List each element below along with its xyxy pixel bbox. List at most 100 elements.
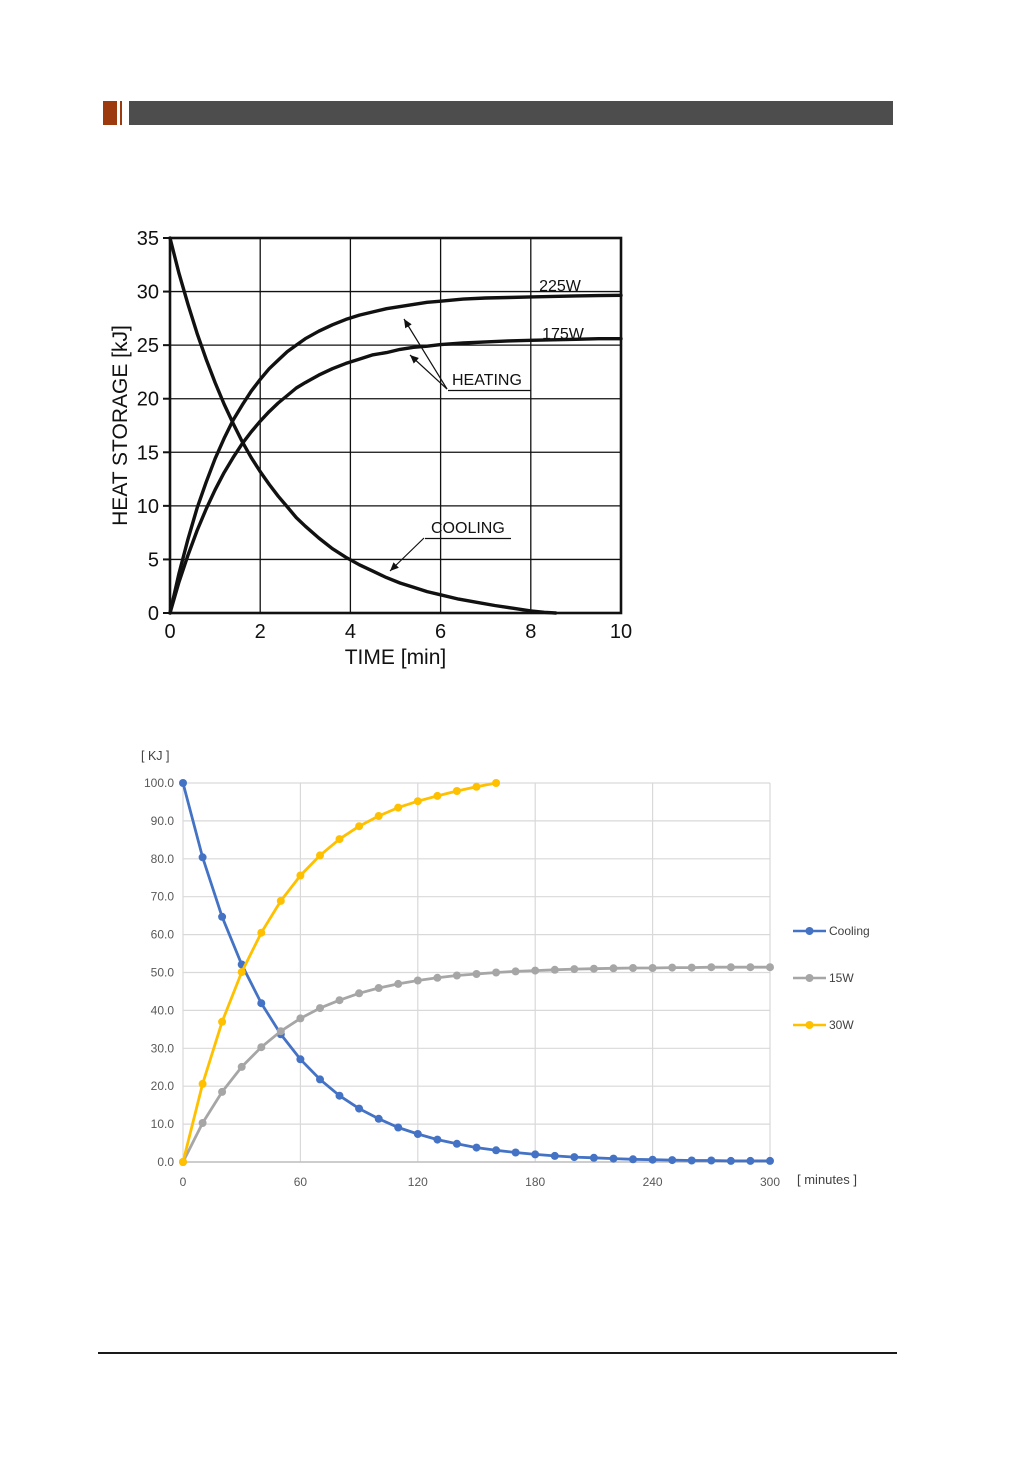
data-point-marker (316, 851, 324, 860)
data-point-marker (726, 1156, 735, 1165)
legend-marker-sample (805, 927, 814, 935)
y-tick-label: 25 (137, 335, 159, 357)
data-point-marker (276, 1027, 285, 1036)
data-point-marker (472, 1143, 481, 1152)
data-point-marker (198, 1119, 207, 1127)
annotation-label: 175W (542, 326, 585, 343)
y-tick-label: 40.0 (151, 1003, 175, 1017)
header-title-bar (129, 101, 893, 125)
data-point-marker (707, 1156, 716, 1165)
y-tick-label: 20.0 (151, 1079, 175, 1093)
y-tick-label: 15 (137, 442, 159, 464)
data-point-marker (570, 1153, 579, 1162)
legend-label: 30W (829, 1018, 854, 1032)
data-point-marker (394, 979, 403, 988)
data-point-marker (452, 787, 461, 795)
annotation-arrow (403, 318, 448, 390)
data-point-marker (550, 1151, 559, 1160)
data-point-marker (179, 779, 187, 787)
data-point-marker (218, 1017, 227, 1026)
data-point-marker (316, 1075, 324, 1084)
y-tick-label: 30.0 (151, 1041, 175, 1055)
y-tick-label: 0 (148, 603, 159, 625)
data-point-marker (492, 1146, 501, 1155)
data-point-marker (492, 968, 501, 977)
data-point-marker (296, 1014, 305, 1023)
data-point-marker (472, 782, 481, 791)
data-point-marker (433, 973, 442, 982)
data-point-marker (355, 822, 364, 831)
series-line-2 (168, 337, 623, 615)
x-tick-label: 180 (525, 1175, 545, 1189)
data-point-marker (413, 797, 422, 806)
data-point-marker (257, 1043, 266, 1052)
x-tick-label: 8 (525, 621, 536, 643)
data-point-marker (589, 1153, 598, 1162)
series-line-0 (168, 236, 558, 615)
x-tick-label: 2 (255, 621, 266, 643)
data-point-marker (355, 1104, 364, 1113)
data-point-marker (413, 1130, 422, 1138)
annotation-label: HEATING (452, 372, 522, 389)
data-point-marker (570, 965, 579, 974)
data-point-marker (296, 1055, 305, 1064)
data-point-marker (746, 1156, 755, 1165)
y-tick-label: 100.0 (144, 776, 174, 790)
data-point-marker (766, 1156, 774, 1165)
data-point-marker (198, 853, 207, 862)
data-point-marker (355, 989, 364, 998)
annotation-arrow (409, 354, 448, 390)
annotation-label: COOLING (431, 520, 505, 537)
data-point-marker (394, 1123, 403, 1132)
data-point-marker (609, 1154, 618, 1163)
y-tick-label: 20 (137, 389, 159, 411)
x-axis-unit-label: [ minutes ] (797, 1172, 857, 1187)
y-tick-label: 80.0 (151, 852, 175, 866)
data-point-marker (218, 1087, 227, 1096)
x-tick-label: 240 (643, 1175, 663, 1189)
grid (170, 238, 621, 613)
y-tick-label: 10.0 (151, 1117, 175, 1131)
legend-marker-sample (805, 1021, 814, 1029)
data-point-marker (316, 1004, 324, 1013)
cooling-heating-minutes-chart: 0.0 10.0 20.0 30.0 40.0 50.0 60.0 70.0 80.0 90.0 1… (141, 749, 870, 1189)
annotation-label: 225W (539, 278, 582, 295)
data-point-marker (257, 928, 266, 937)
data-point-marker (413, 976, 422, 985)
x-tick-label: 0 (164, 621, 175, 643)
data-point-marker (433, 1135, 442, 1144)
data-point-marker (276, 896, 285, 905)
data-point-marker (589, 964, 598, 973)
header-accent-line (120, 101, 122, 125)
data-point-marker (335, 1091, 344, 1100)
x-tick-label: 6 (435, 621, 446, 643)
annotation-arrow (389, 537, 425, 572)
data-point-marker (531, 1150, 540, 1159)
data-point-marker (257, 999, 266, 1008)
legend-label: 15W (829, 971, 854, 985)
data-point-marker (648, 964, 657, 972)
data-point-marker (766, 963, 774, 972)
data-point-marker (687, 1156, 696, 1165)
y-tick-label: 50.0 (151, 966, 175, 980)
heat-storage-time-chart: 0 5 10 15 20 25 30 35 0 2 4 6 8 10 TIME [min] HEAT STOR… (109, 228, 632, 669)
data-point-marker (237, 1062, 246, 1071)
x-tick-label: 10 (610, 621, 632, 643)
y-tick-label: 70.0 (151, 890, 175, 904)
data-point-marker (179, 1158, 187, 1166)
x-tick-label: 0 (180, 1175, 187, 1189)
y-tick-label: 30 (137, 282, 159, 304)
data-point-marker (394, 803, 403, 812)
data-point-marker (668, 963, 677, 972)
data-point-marker (374, 984, 383, 992)
data-point-marker (746, 963, 755, 972)
data-point-marker (609, 964, 618, 973)
x-axis-title: TIME [min] (345, 646, 447, 669)
legend-marker-sample (805, 974, 814, 982)
data-point-marker (726, 963, 735, 972)
data-point-marker (452, 1139, 461, 1148)
data-point-marker (296, 871, 305, 880)
data-point-marker (511, 967, 520, 976)
x-tick-label: 300 (760, 1175, 780, 1189)
y-tick-label: 5 (148, 549, 159, 571)
